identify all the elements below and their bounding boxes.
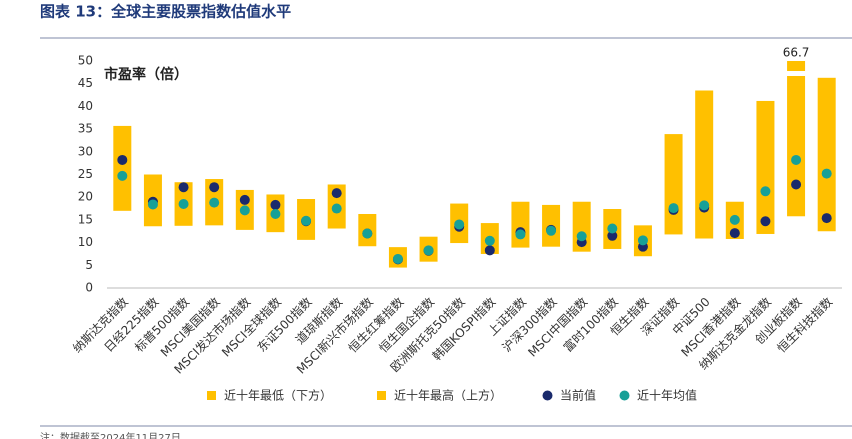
dot — [209, 182, 220, 193]
range-bar — [113, 125, 132, 211]
legend-label: 近十年最高（上方） — [394, 388, 502, 403]
dot — [270, 199, 281, 210]
dot — [791, 154, 802, 165]
dot — [454, 219, 465, 230]
y-tick-label: 40 — [78, 99, 93, 113]
dot — [178, 199, 189, 210]
dot — [362, 228, 373, 239]
axis-break — [786, 71, 807, 76]
dot — [147, 199, 158, 210]
dot — [117, 154, 128, 165]
dot — [668, 203, 679, 214]
y-tick-label: 20 — [78, 190, 93, 204]
dot — [729, 228, 740, 239]
y-tick-label: 35 — [78, 122, 93, 136]
dot — [760, 186, 771, 197]
y-tick-label: 45 — [78, 76, 93, 90]
range-bar — [511, 201, 530, 248]
dot — [331, 203, 342, 214]
dot — [484, 235, 495, 246]
dot — [270, 208, 281, 219]
range-bar — [572, 201, 591, 252]
dot — [637, 235, 648, 246]
dot — [515, 229, 526, 240]
dot — [607, 223, 618, 234]
dot — [178, 182, 189, 193]
legend-label: 近十年均值 — [637, 388, 697, 403]
dot — [821, 213, 832, 224]
dot — [729, 214, 740, 225]
dot — [209, 197, 220, 208]
y-axis-label: 市盈率（倍） — [104, 66, 188, 83]
legend-swatch — [377, 391, 386, 400]
legend-label: 当前值 — [560, 388, 596, 403]
dot — [239, 194, 250, 205]
dot — [239, 205, 250, 216]
legend-swatch — [207, 391, 216, 400]
value-label: 66.7 — [783, 46, 810, 60]
legend-swatch — [542, 390, 553, 401]
dot — [791, 179, 802, 190]
dot — [117, 170, 128, 181]
y-tick-label: 10 — [78, 235, 93, 249]
y-tick-label: 0 — [85, 281, 93, 295]
dot — [607, 230, 618, 241]
dot — [699, 200, 710, 211]
dot — [546, 225, 557, 236]
y-tick-label: 30 — [78, 144, 93, 158]
y-tick-label: 15 — [78, 212, 93, 226]
y-tick-label: 5 — [85, 258, 93, 272]
range-bar — [756, 100, 775, 234]
range-bar — [664, 134, 683, 235]
dot — [821, 168, 832, 179]
range-bar — [817, 77, 836, 232]
dot — [760, 216, 771, 227]
chart-title: 图表 13：全球主要股票指数估值水平 — [40, 3, 291, 21]
legend-swatch — [619, 390, 630, 401]
dot — [331, 188, 342, 199]
dot — [423, 245, 434, 256]
dot — [392, 253, 403, 264]
range-bar — [695, 90, 714, 239]
range-bar — [787, 61, 806, 217]
dot — [301, 215, 312, 226]
legend-label: 近十年最低（下方） — [224, 388, 332, 403]
y-tick-label: 25 — [78, 167, 93, 181]
dot — [576, 231, 587, 242]
dot — [484, 245, 495, 256]
note: 注：数据截至2024年11月27日 — [40, 431, 181, 439]
y-tick-label: 50 — [78, 54, 93, 68]
